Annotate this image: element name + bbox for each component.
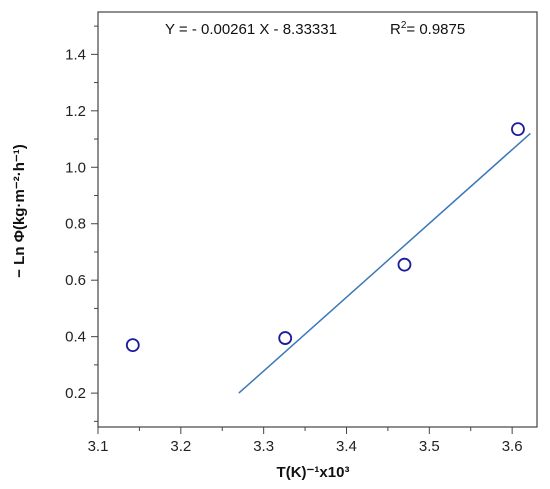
x-tick-label: 3.2 bbox=[170, 438, 191, 455]
x-tick-label: 3.1 bbox=[88, 438, 109, 455]
fit-line bbox=[238, 132, 531, 394]
plot-frame bbox=[97, 11, 538, 428]
data-point bbox=[125, 338, 140, 353]
r2-superscript: 2 bbox=[401, 20, 407, 31]
r2-base: R bbox=[390, 21, 401, 38]
y-tick-label: 0.4 bbox=[65, 329, 86, 346]
x-axis-label: T(K)⁻¹x10³ bbox=[277, 464, 350, 481]
y-tick-label: 0.8 bbox=[65, 216, 86, 233]
data-point bbox=[397, 257, 412, 272]
data-points bbox=[125, 122, 525, 353]
annotation-equation: Y = - 0.00261 X - 8.33331 bbox=[165, 21, 337, 38]
plot-border bbox=[97, 11, 538, 428]
x-tick-label: 3.4 bbox=[336, 438, 357, 455]
data-point bbox=[511, 122, 525, 137]
y-axis-ticks: 0.2 0.4 0.6 0.8 1.0 1.2 1.4 bbox=[65, 25, 98, 422]
y-tick-label: 1.0 bbox=[65, 159, 86, 176]
y-tick-label: 0.2 bbox=[65, 385, 86, 402]
y-axis-label: − Ln Φ(kg·m⁻²·h⁻¹) bbox=[11, 144, 28, 278]
r2-value: = 0.9875 bbox=[406, 21, 465, 38]
x-axis-ticks: 3.1 3.2 3.3 3.4 3.5 3.6 bbox=[88, 427, 523, 455]
x-tick-label: 3.3 bbox=[253, 438, 274, 455]
x-tick-label: 3.5 bbox=[419, 438, 440, 455]
y-tick-label: 0.6 bbox=[65, 272, 86, 289]
data-point bbox=[278, 331, 293, 345]
y-tick-label: 1.2 bbox=[65, 103, 86, 120]
fit-line-group bbox=[238, 132, 531, 394]
y-tick-label: 1.4 bbox=[65, 46, 86, 63]
x-tick-label: 3.6 bbox=[502, 438, 523, 455]
annotation-r-squared: R2= 0.9875 bbox=[390, 20, 465, 38]
